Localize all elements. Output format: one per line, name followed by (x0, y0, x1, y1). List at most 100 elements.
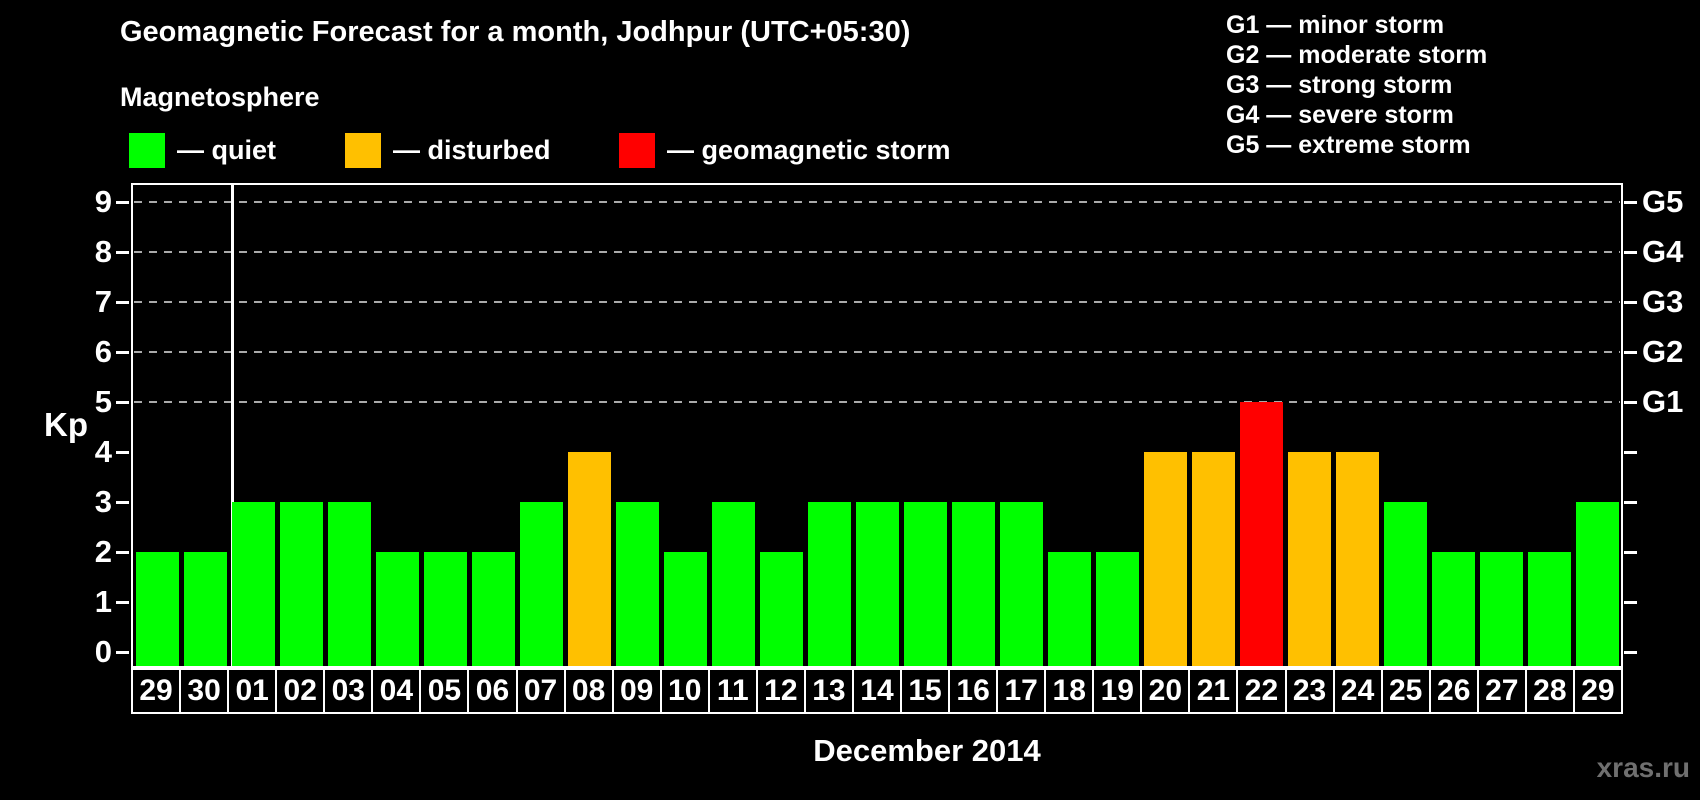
date-label: 27 (1476, 668, 1527, 714)
kp-bar (1143, 452, 1187, 666)
g-axis-label: G4 (1642, 234, 1684, 269)
disturbed-legend-label: — disturbed (393, 135, 551, 165)
y-tick-label: 3 (94, 484, 112, 519)
y-tick-mark-left (116, 400, 129, 404)
kp-bar (1479, 552, 1523, 666)
y-tick-label: 0 (94, 634, 112, 669)
gridline-kp7 (134, 301, 1620, 303)
g-axis-label: G5 (1642, 184, 1684, 219)
watermark: xras.ru (1596, 752, 1690, 783)
gridline-kp9 (134, 201, 1620, 203)
gridline-kp6 (134, 351, 1620, 353)
y-tick-label: 4 (94, 434, 112, 469)
date-label: 01 (227, 668, 278, 714)
g-axis-label: G2 (1642, 334, 1684, 369)
y-tick-mark-right (1624, 650, 1637, 654)
date-label: 29 (131, 668, 182, 714)
y-tick-label: 1 (94, 584, 112, 619)
date-label: 17 (996, 668, 1047, 714)
y-tick-mark-right (1624, 200, 1637, 204)
y-tick-label: 5 (94, 384, 112, 419)
y-tick-mark-left (116, 250, 129, 254)
date-label: 26 (1428, 668, 1479, 714)
kp-bar (855, 502, 899, 666)
y-tick-label: 6 (94, 334, 112, 369)
date-label: 19 (1092, 668, 1143, 714)
date-label: 28 (1524, 668, 1575, 714)
chart-title: Geomagnetic Forecast for a month, Jodhpu… (120, 16, 911, 48)
y-tick-mark-right (1624, 300, 1637, 304)
date-label: 22 (1236, 668, 1287, 714)
kp-bar (423, 552, 467, 666)
x-axis-date-row: 29 30 01 02 03 04 05 06 07 08 09 10 11 12 13 14 15 16 17 18… (131, 668, 1623, 714)
y-tick-mark-left (116, 650, 129, 654)
kp-bar (999, 502, 1043, 666)
date-label: 03 (323, 668, 374, 714)
date-label: 06 (467, 668, 518, 714)
date-label: 24 (1332, 668, 1383, 714)
chart-subtitle: Magnetosphere (120, 82, 320, 112)
date-label: 09 (611, 668, 662, 714)
kp-bar (471, 552, 515, 666)
storm-legend-label: — geomagnetic storm (667, 135, 951, 165)
kp-bar (759, 552, 803, 666)
plot-area (131, 183, 1623, 668)
kp-bar (615, 502, 659, 666)
g-scale-legend-line: G2 — moderate storm (1226, 41, 1488, 69)
y-tick-mark-right (1624, 250, 1637, 254)
y-tick-label: 2 (94, 534, 112, 569)
g-scale-legend: G1 — minor storm G2 — moderate storm G3 — … (1226, 10, 1487, 160)
date-label: 13 (803, 668, 854, 714)
date-label: 23 (1284, 668, 1335, 714)
y-tick-mark-left (116, 200, 129, 204)
kp-bar (327, 502, 371, 666)
date-label: 25 (1380, 668, 1431, 714)
y-tick-mark-left (116, 600, 129, 604)
kp-bar (1239, 402, 1283, 666)
date-label: 10 (659, 668, 710, 714)
date-label: 14 (851, 668, 902, 714)
y-tick-label: 9 (94, 184, 112, 219)
kp-bar (375, 552, 419, 666)
kp-bar (231, 502, 275, 666)
kp-bar (183, 552, 227, 666)
kp-bar (567, 452, 611, 666)
date-label: 05 (419, 668, 470, 714)
date-label: 04 (371, 668, 422, 714)
g-scale-legend-line: G5 — extreme storm (1226, 131, 1471, 159)
gridline-kp8 (134, 251, 1620, 253)
date-label: 11 (707, 668, 758, 714)
y-tick-mark-right (1624, 350, 1637, 354)
quiet-legend-swatch (129, 133, 165, 168)
date-label: 15 (900, 668, 951, 714)
date-label: 02 (275, 668, 326, 714)
kp-bar (519, 502, 563, 666)
y-tick-mark-left (116, 500, 129, 504)
kp-bar (279, 502, 323, 666)
kp-bar (1335, 452, 1379, 666)
g-scale-legend-line: G3 — strong storm (1226, 71, 1453, 99)
quiet-legend-label: — quiet (177, 135, 276, 165)
kp-bar (1095, 552, 1139, 666)
gridline-kp5 (134, 401, 1620, 403)
y-tick-mark-left (116, 450, 129, 454)
month-separator-line (231, 183, 234, 668)
y-tick-mark-right (1624, 500, 1637, 504)
date-label: 18 (1044, 668, 1095, 714)
y-tick-mark-left (116, 350, 129, 354)
y-tick-mark-left (116, 550, 129, 554)
kp-bar (663, 552, 707, 666)
x-axis-label: December 2014 (813, 733, 1041, 768)
date-label: 21 (1188, 668, 1239, 714)
kp-bar (1191, 452, 1235, 666)
date-label: 16 (948, 668, 999, 714)
y-tick-mark-left (116, 300, 129, 304)
kp-bar (711, 502, 755, 666)
date-label: 20 (1140, 668, 1191, 714)
kp-bar (1575, 502, 1619, 666)
g-scale-legend-line: G4 — severe storm (1226, 101, 1454, 129)
date-label: 07 (515, 668, 566, 714)
y-tick-mark-right (1624, 600, 1637, 604)
kp-bar (1431, 552, 1475, 666)
